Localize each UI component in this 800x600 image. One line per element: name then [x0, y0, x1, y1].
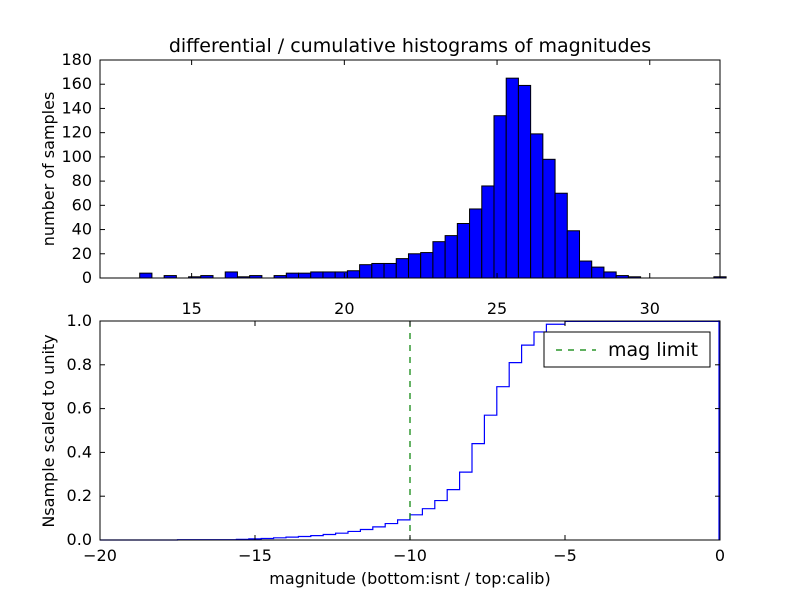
histogram-bar	[334, 271, 348, 279]
y-tick-label: 80	[72, 171, 92, 190]
histogram-bar	[444, 235, 458, 279]
x-tick-label: 30	[640, 299, 660, 318]
bottom-y-axis-label: Nsample scaled to unity	[39, 334, 58, 527]
y-tick-label: 0.6	[67, 399, 92, 418]
x-tick-label: 25	[487, 299, 507, 318]
histogram-bar	[456, 223, 471, 279]
y-tick-label: 20	[72, 244, 92, 263]
histogram-bar	[432, 241, 446, 279]
cumulative-step-line	[100, 320, 720, 541]
y-tick-label: 1.0	[67, 311, 92, 330]
y-tick-label: 40	[72, 220, 92, 239]
histogram-bar	[554, 192, 568, 279]
x-tick-label: −10	[393, 546, 427, 565]
histogram-bar	[469, 208, 483, 279]
x-tick-label: 15	[181, 299, 201, 318]
histogram-bar	[505, 77, 519, 279]
cumulative-lines	[100, 320, 720, 541]
top-y-ticks: 0 20 40 60 80 100 120 140 160 180	[61, 50, 720, 287]
histogram-bar	[407, 253, 422, 279]
legend-mag-limit-label: mag limit	[608, 339, 698, 361]
x-tick-label: 0	[715, 546, 725, 565]
bottom-x-ticks: −20 −15 −10 −5 0	[83, 321, 725, 565]
histogram-bar	[383, 262, 397, 279]
histogram-bar	[359, 264, 373, 279]
y-tick-label: 0.4	[67, 442, 92, 461]
histogram-bar	[566, 230, 581, 279]
histogram-bar	[493, 115, 507, 279]
histogram-bar	[481, 185, 495, 279]
top-histogram-panel: differential / cumulative histograms of …	[39, 35, 727, 318]
bottom-cumulative-panel: Nsample scaled to unity magnitude (botto…	[39, 311, 725, 588]
histogram-bar	[310, 271, 324, 279]
bottom-y-ticks: 0.0 0.2 0.4 0.6 0.8 1.0	[67, 311, 720, 549]
y-tick-label: 0	[82, 268, 92, 287]
y-tick-label: 160	[61, 74, 92, 93]
histogram-bar	[603, 271, 617, 279]
histogram-bar	[420, 252, 434, 279]
y-tick-label: 120	[61, 123, 92, 142]
histogram-bar	[530, 133, 544, 279]
histogram-bar	[517, 84, 532, 279]
top-plot-frame	[99, 59, 721, 279]
x-tick-label: −5	[553, 546, 577, 565]
x-tick-label: 20	[334, 299, 354, 318]
top-y-axis-label: number of samples	[39, 92, 58, 247]
y-tick-label: 140	[61, 98, 92, 117]
histogram-bar	[224, 271, 238, 279]
histogram-bar	[322, 271, 336, 279]
x-tick-label: −20	[83, 546, 117, 565]
histogram-bar	[139, 272, 153, 279]
y-tick-label: 0.2	[67, 486, 92, 505]
y-tick-label: 0.8	[67, 355, 92, 374]
histogram-bar	[579, 260, 593, 279]
histogram-bar	[395, 258, 409, 279]
legend: mag limit	[543, 331, 711, 368]
bottom-x-axis-label: magnitude (bottom:isnt / top:calib)	[269, 569, 550, 588]
histogram-bar	[542, 158, 556, 279]
y-tick-label: 180	[61, 50, 92, 69]
top-x-ticks: 15 20 25 30	[181, 60, 660, 318]
histogram-bar	[371, 262, 385, 279]
histogram-bar	[591, 266, 605, 279]
histogram-bar	[285, 272, 300, 279]
chart-title: differential / cumulative histograms of …	[169, 35, 651, 57]
y-tick-label: 0.0	[67, 530, 92, 549]
histogram-bar	[346, 270, 361, 279]
y-tick-label: 60	[72, 195, 92, 214]
histogram-bar	[298, 272, 312, 279]
y-tick-label: 100	[61, 147, 92, 166]
x-tick-label: −15	[238, 546, 272, 565]
